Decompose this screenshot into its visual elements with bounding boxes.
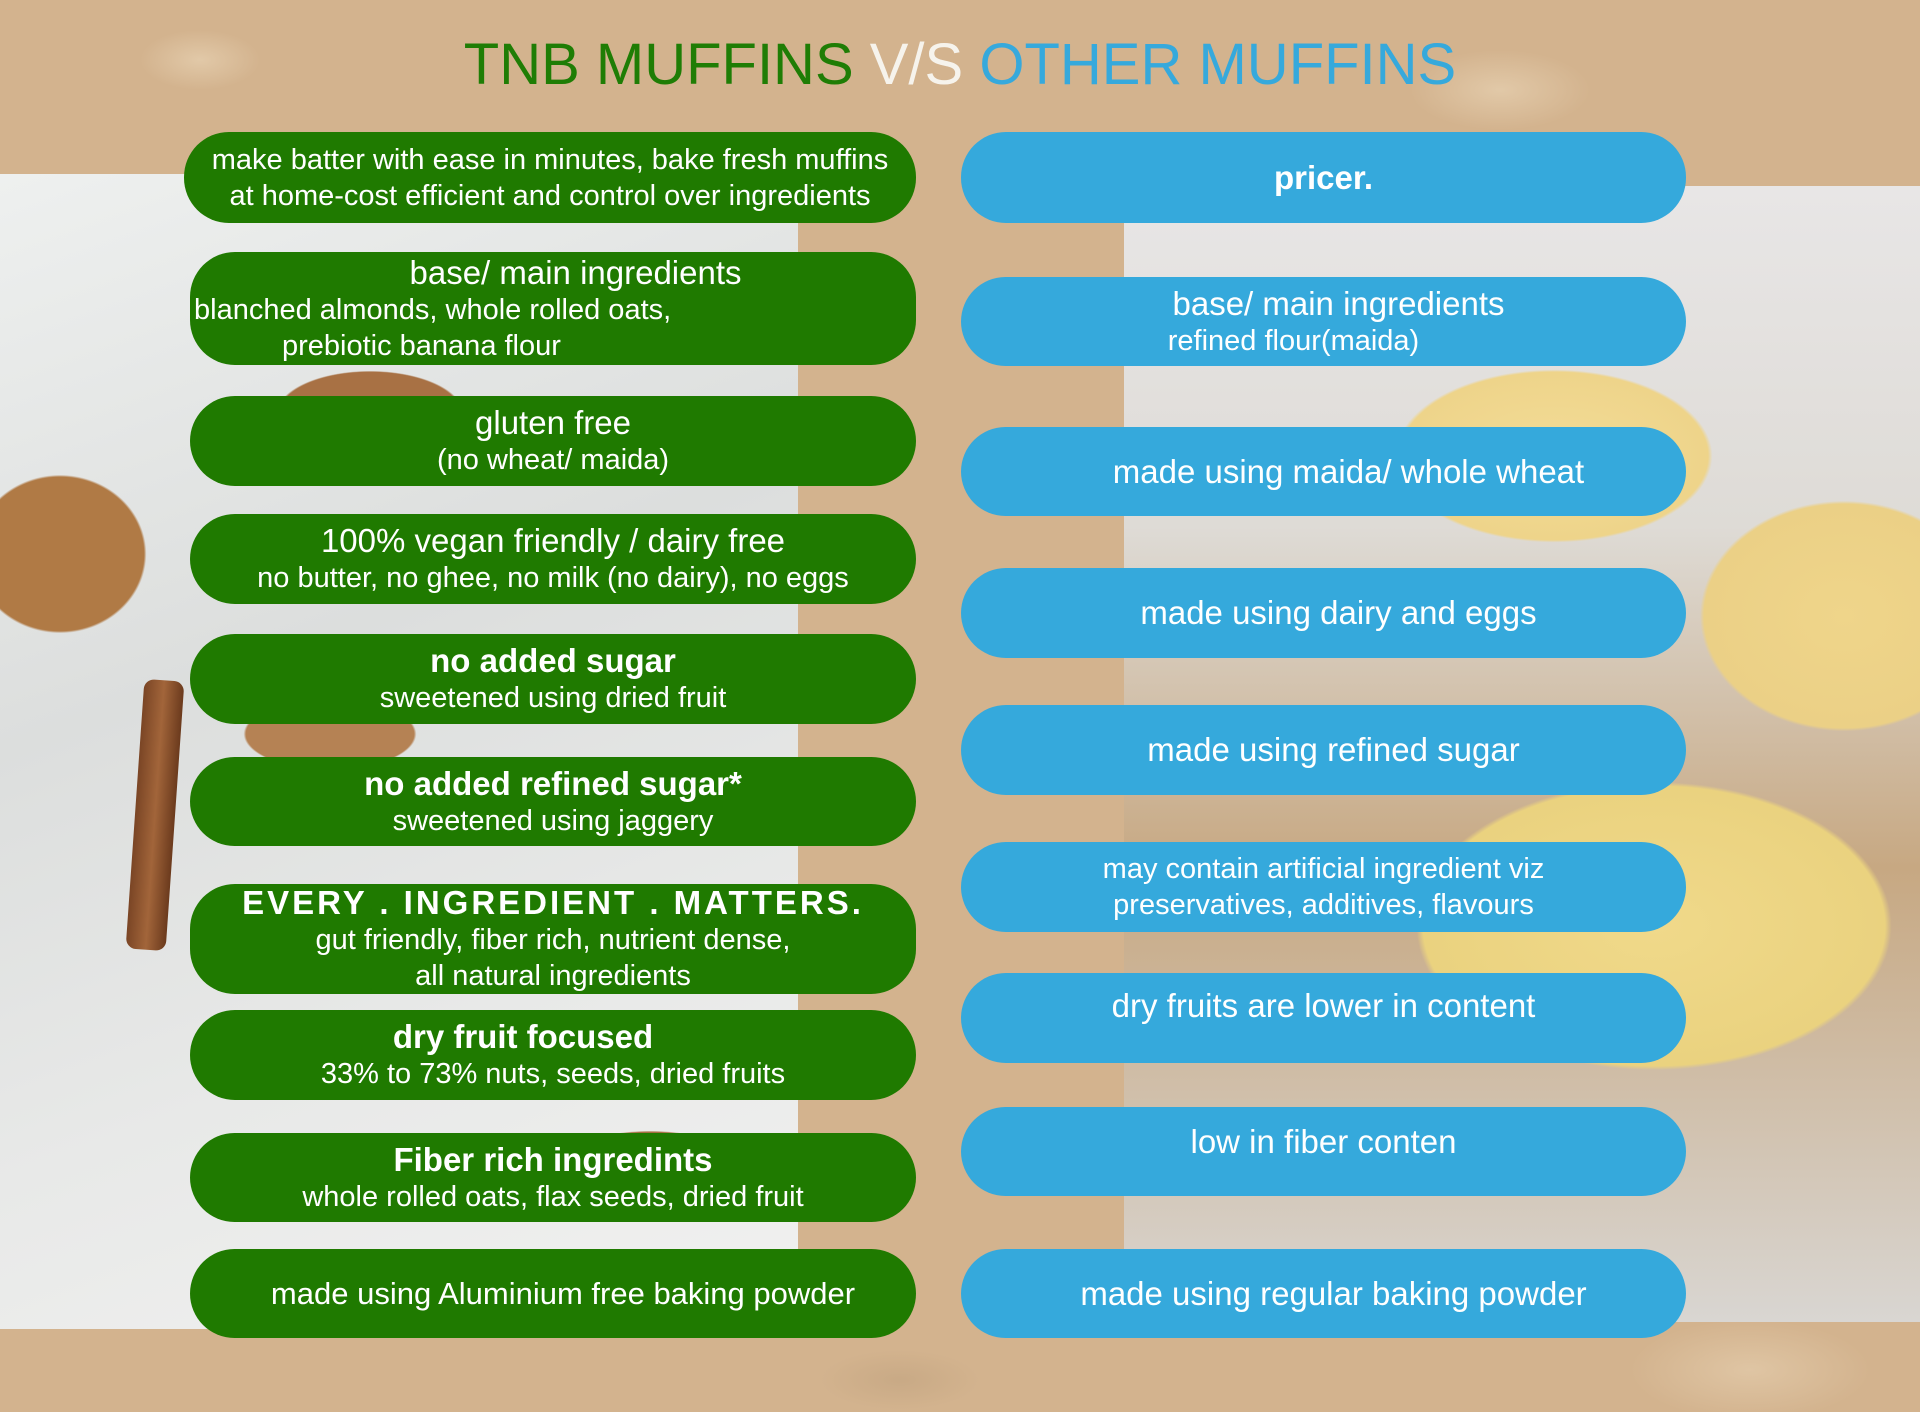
pill-text: sweetened using dried fruit [379,682,727,714]
page-title: TNB MUFFINS V/S OTHER MUFFINS [0,30,1920,100]
tnb-no-refined-sugar: no added refined sugar* sweetened using … [190,757,916,846]
pill-text: made using refined sugar [1147,731,1520,768]
pill-text: sweetened using jaggery [392,804,714,837]
tnb-no-added-sugar: no added sugar sweetened using dried fru… [190,634,916,724]
tnb-gluten-free: gluten free (no wheat/ maida) [190,396,916,486]
pill-text: made using regular baking powder [1080,1274,1587,1312]
pill-heading: no added sugar [430,642,676,679]
pill-text: low in fiber conten [1190,1122,1457,1160]
other-dairy-eggs: made using dairy and eggs [961,568,1686,658]
pill-heading: pricer. [1273,158,1374,196]
pill-text: make batter with ease in minutes, bake f… [211,143,889,176]
other-pricer: pricer. [961,132,1686,223]
pill-text: (no wheat/ maida) [436,444,670,476]
tnb-vegan: 100% vegan friendly / dairy free no butt… [190,514,916,604]
tnb-convenience: make batter with ease in minutes, bake f… [184,132,916,223]
pill-heading: Fiber rich ingredints [393,1140,713,1178]
pill-text: preservatives, additives, flavours [1113,889,1534,921]
tnb-dry-fruit-focused: dry fruit focused 33% to 73% nuts, seeds… [190,1010,916,1100]
pill-heading: base/ main ingredients [1172,284,1505,322]
pill-text: whole rolled oats, flax seeds, dried fru… [302,1180,804,1213]
other-base-ingredients: base/ main ingredients refined flour(mai… [961,277,1686,366]
pill-heading: 100% vegan friendly / dairy free [320,522,786,559]
other-low-fiber: low in fiber conten [961,1107,1686,1196]
other-artificial-ingredients: may contain artificial ingredient viz pr… [961,842,1686,932]
tnb-base-ingredients: base/ main ingredients blanched almonds,… [190,252,916,365]
other-baking-powder: made using regular baking powder [961,1249,1686,1338]
pill-text: at home-cost efficient and control over … [229,179,871,212]
pill-text: prebiotic banana flour [282,329,561,362]
pill-text: made using dairy and eggs [1140,594,1537,631]
pill-text: refined flour(maida) [1167,324,1420,357]
pill-heading: gluten free [475,404,631,441]
pill-text: 33% to 73% nuts, seeds, dried fruits [320,1058,786,1090]
pill-heading: base/ main ingredients [409,253,742,291]
pill-heading: EVERY . INGREDIENT . MATTERS. [242,884,864,921]
title-vs: V/S [869,32,964,97]
pill-text: dry fruits are lower in content [1111,986,1536,1024]
other-refined-sugar: made using refined sugar [961,705,1686,795]
pill-text: made using Aluminium free baking powder [270,1275,856,1311]
pill-heading: no added refined sugar* [364,764,742,802]
title-tnb: TNB MUFFINS [463,32,854,97]
pill-text: no butter, no ghee, no milk (no dairy), … [257,562,849,594]
title-other: OTHER MUFFINS [979,32,1457,97]
pill-heading: dry fruit focused [392,1018,654,1055]
pill-text: all natural ingredients [415,960,691,992]
other-maida: made using maida/ whole wheat [961,427,1686,516]
pill-text: blanched almonds, whole rolled oats, [194,293,672,326]
tnb-fiber-rich: Fiber rich ingredints whole rolled oats,… [190,1133,916,1222]
pill-text: gut friendly, fiber rich, nutrient dense… [315,924,791,956]
pill-text: may contain artificial ingredient viz [1102,853,1545,885]
tnb-every-ingredient-matters: EVERY . INGREDIENT . MATTERS. gut friend… [190,884,916,994]
tnb-baking-powder: made using Aluminium free baking powder [190,1249,916,1338]
pill-text: made using maida/ whole wheat [1112,452,1585,490]
other-dry-fruits: dry fruits are lower in content [961,973,1686,1063]
